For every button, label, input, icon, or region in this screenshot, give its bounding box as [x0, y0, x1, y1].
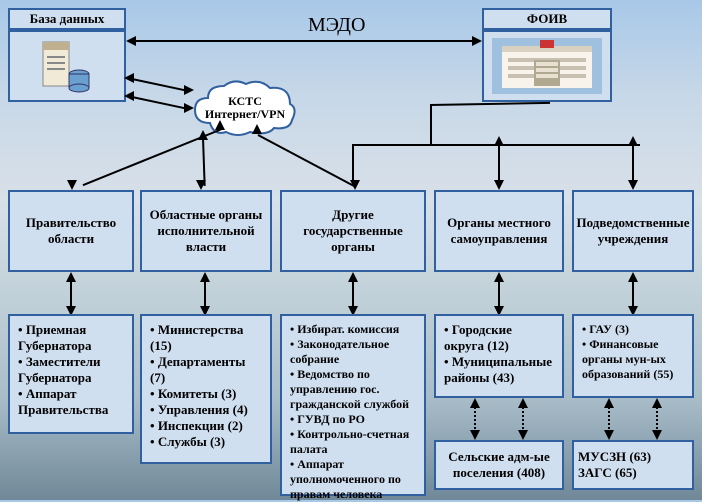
list-item: Городские округа (12) [444, 322, 554, 354]
db-cloud-2l [124, 91, 134, 101]
medo-arrow-line [134, 40, 474, 42]
col-title-3-text: Органы местного самоуправления [440, 215, 558, 247]
col-sub-4: МУСЗН (63) ЗАГС (65) [572, 440, 694, 490]
l2s-3bu [518, 398, 528, 408]
l2s-3bd [518, 430, 528, 440]
db-title: База данных [30, 11, 105, 27]
db-cloud-1r [184, 85, 194, 95]
cloud-c0-d [67, 180, 77, 190]
col-sub-3-text: Сельские адм-ые поселения (408) [440, 449, 558, 481]
foiv-stem [430, 104, 432, 144]
col-list-0: Приемная ГубернатораЗаместители Губернат… [8, 314, 134, 434]
t2l-0u [66, 272, 76, 282]
db-cloud-1l [124, 73, 134, 83]
col-title-2-text: Другие государственные органы [286, 207, 420, 255]
cloud-c2 [258, 134, 356, 187]
t2l-3u [494, 272, 504, 282]
col-list-3: Городские округа (12)Муниципальные район… [434, 314, 564, 398]
bus-c3-drop [498, 144, 500, 184]
bus-c3-u [494, 136, 504, 146]
list-item: Комитеты (3) [150, 386, 262, 402]
cloud-c2-u [252, 124, 262, 134]
bus-c2-drop [352, 144, 354, 184]
bus-c4-drop [632, 144, 634, 184]
foiv-title-box: ФОИВ [482, 8, 612, 30]
l2s-4bu [652, 398, 662, 408]
list-item: Аппарат Правительства [18, 386, 124, 418]
list-item: Ведомство по управлению гос. гражданской… [290, 367, 416, 412]
list-item: Муниципальные районы (43) [444, 354, 554, 386]
list-item: Аппарат уполномоченного по правам челове… [290, 457, 416, 502]
col-title-1-text: Областные органы исполнительной власти [146, 207, 266, 255]
db-title-box: База данных [8, 8, 126, 30]
medo-arrow-r [472, 36, 482, 46]
t2l-1u [200, 272, 210, 282]
list-item: Департаменты (7) [150, 354, 262, 386]
l2s-3au [470, 398, 480, 408]
l2s-4au [604, 398, 614, 408]
list-item: ГУВД по РО [290, 412, 416, 427]
list-item: Инспекции (2) [150, 418, 262, 434]
l2s-3ad [470, 430, 480, 440]
foiv-title: ФОИВ [527, 11, 567, 27]
db-cloud-line-1 [132, 78, 189, 92]
medo-label: МЭДО [308, 14, 365, 37]
cloud-c0-u [215, 120, 225, 130]
col-list-4-ul: ГАУ (3)Финансовые органы мун-ых образова… [582, 322, 684, 382]
cloud-c1-u [198, 130, 208, 140]
server-icon [37, 36, 97, 96]
col-list-1: Министерства (15)Департаменты (7)Комитет… [140, 314, 272, 464]
foiv-icon-box [482, 30, 612, 102]
building-icon [492, 38, 602, 94]
l2s-4ad [604, 430, 614, 440]
col-list-2: Избират. комиссияЗаконодательное собрани… [280, 314, 426, 496]
col-title-4: Подведомственные учреждения [572, 190, 694, 272]
cloud-c1-d [196, 180, 206, 190]
col-title-1: Областные органы исполнительной власти [140, 190, 272, 272]
col-sub-4-text: МУСЗН (63) ЗАГС (65) [578, 449, 688, 481]
list-item: ГАУ (3) [582, 322, 684, 337]
list-item: Финансовые органы мун-ых образований (55… [582, 337, 684, 382]
t2l-2u [348, 272, 358, 282]
cloud: КСТС Интернет/VPN [190, 78, 300, 138]
bus-c4-u [628, 136, 638, 146]
col-sub-3: Сельские адм-ые поселения (408) [434, 440, 564, 490]
col-title-2: Другие государственные органы [280, 190, 426, 272]
col-list-3-ul: Городские округа (12)Муниципальные район… [444, 322, 554, 386]
col-title-0-text: Правительство области [14, 215, 128, 247]
list-item: Управления (4) [150, 402, 262, 418]
bus-c4-d [628, 180, 638, 190]
col-list-1-ul: Министерства (15)Департаменты (7)Комитет… [150, 322, 262, 450]
col-list-2-ul: Избират. комиссияЗаконодательное собрани… [290, 322, 416, 502]
col-title-4-text: Подведомственные учреждения [577, 215, 690, 247]
list-item: Службы (3) [150, 434, 262, 450]
col-title-0: Правительство области [8, 190, 134, 272]
list-item: Избират. комиссия [290, 322, 416, 337]
t2l-4u [628, 272, 638, 282]
server-icon-box [8, 30, 126, 102]
col-title-3: Органы местного самоуправления [434, 190, 564, 272]
bus-c3-d [494, 180, 504, 190]
medo-arrow-l [126, 36, 136, 46]
col-list-0-ul: Приемная ГубернатораЗаместители Губернат… [18, 322, 124, 418]
l2s-4bd [652, 430, 662, 440]
list-item: Приемная Губернатора [18, 322, 124, 354]
col-list-4: ГАУ (3)Финансовые органы мун-ых образова… [572, 314, 694, 398]
cloud-label: КСТС Интернет/VPN [190, 95, 300, 121]
cloud-c1 [202, 138, 206, 186]
list-item: Министерства (15) [150, 322, 262, 354]
list-item: Контрольно-счетная палата [290, 427, 416, 457]
foiv-diag [430, 102, 550, 106]
db-cloud-line-2 [132, 96, 189, 110]
list-item: Законодательное собрание [290, 337, 416, 367]
list-item: Заместители Губернатора [18, 354, 124, 386]
